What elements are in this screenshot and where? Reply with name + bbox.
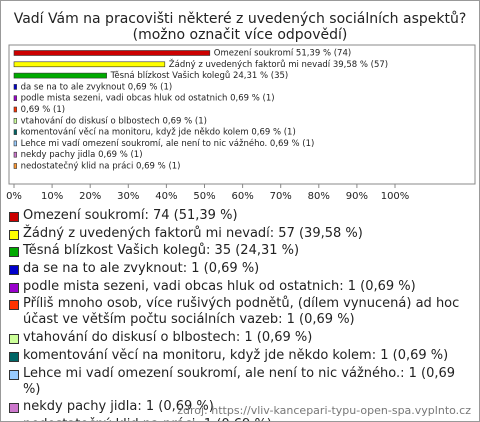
legend-label: Těsná blízkost Vašich kolegů: 35 (24,31 … xyxy=(23,243,300,259)
plot: Vadí Vám na pracovišti některé z uvedený… xyxy=(6,11,476,202)
legend-item: Omezení soukromí: 74 (51,39 %) xyxy=(9,208,471,224)
legend-label: da se na to ale zvyknout: 1 (0,69 %) xyxy=(23,261,260,277)
legend-swatch xyxy=(9,369,19,380)
chart-subtitle: (možno označit více odpovědí) xyxy=(133,27,348,43)
bar xyxy=(13,61,166,68)
x-tick-label: 80% xyxy=(308,191,330,202)
legend-item: Těsná blízkost Vašich kolegů: 35 (24,31 … xyxy=(9,243,471,259)
x-tick-label: 0% xyxy=(6,191,22,202)
legend-swatch xyxy=(9,403,19,414)
legend-item: podle mista sezeni, vadi obcas hluk od o… xyxy=(9,279,471,295)
bar xyxy=(13,50,211,56)
data-label: podle mista sezeni, vadi obcas hluk od o… xyxy=(21,94,275,104)
legend-label: Lehce mi vadí omezení soukromí, ale není… xyxy=(23,365,456,397)
legend-label: komentování věcí na monitoru, když jde n… xyxy=(23,347,449,363)
legend-item: nekdy pachy jidla: 1 (0,69 %) xyxy=(9,399,471,415)
legend-label: Příliš mnoho osob, více rušivých podnětů… xyxy=(23,296,460,328)
bar xyxy=(13,151,17,158)
legend-label: Žádný z uvedených faktorů mi nevadí: 57 … xyxy=(23,225,363,241)
legend-label: nekdy pachy jidla: 1 (0,69 %) xyxy=(23,399,214,415)
legend-item: nedostatečný klid na práci: 1 (0,69 %) xyxy=(9,417,471,421)
legend-label: podle mista sezeni, vadi obcas hluk od o… xyxy=(23,278,416,294)
bar xyxy=(13,163,17,169)
legend-swatch xyxy=(9,265,19,276)
legend-swatch xyxy=(9,212,19,222)
x-tick-label: 40% xyxy=(155,191,177,202)
legend-item: da se na to ale zvyknout: 1 (0,69 %) xyxy=(9,261,471,277)
bar xyxy=(13,95,17,101)
bar xyxy=(13,72,107,79)
bar xyxy=(13,140,17,147)
x-tick-label: 30% xyxy=(117,191,139,202)
legend-swatch xyxy=(9,282,19,293)
data-label: komentování věcí na monitoru, když jde n… xyxy=(21,128,296,138)
bar xyxy=(13,106,17,113)
legend-swatch xyxy=(9,247,19,258)
legend-item: vtahování do diskusí o blbostech: 1 (0,6… xyxy=(9,330,471,346)
chart-title: Vadí Vám na pracovišti některé z uvedený… xyxy=(14,11,467,27)
legend-swatch xyxy=(9,229,19,240)
legend-item: komentování věcí na monitoru, když jde n… xyxy=(9,348,471,364)
plot-frame xyxy=(8,44,476,185)
source: zdroj: https://vliv-kancepari-typu-open-… xyxy=(177,404,471,417)
legend-label: Omezení soukromí: 74 (51,39 %) xyxy=(23,208,238,223)
data-label: Žádný z uvedených faktorů mi nevadí 39,5… xyxy=(169,58,388,70)
x-tick-label: 100% xyxy=(381,191,410,202)
data-label: da se na to ale zvyknout 0,69 % (1) xyxy=(21,82,173,92)
x-tick-label: 10% xyxy=(41,191,63,202)
legend-item: Lehce mi vadí omezení soukromí, ale není… xyxy=(9,366,471,398)
x-tick-label: 20% xyxy=(79,191,101,202)
legend: Omezení soukromí: 74 (51,39 %) Žádný z uv… xyxy=(9,208,471,421)
legend-item: Žádný z uvedených faktorů mi nevadí: 57 … xyxy=(9,226,471,242)
data-label: 0,69 % (1) xyxy=(21,105,65,115)
data-label: nedostatečný klid na práci 0,69 % (1) xyxy=(21,161,181,172)
legend-label: vtahování do diskusí o blbostech: 1 (0,6… xyxy=(23,330,313,346)
legend-swatch xyxy=(9,300,19,311)
bar xyxy=(13,129,17,135)
legend-swatch xyxy=(9,351,19,362)
bar xyxy=(13,118,17,124)
x-tick-label: 90% xyxy=(346,191,368,202)
data-label: Těsná blízkost Vašich kolegů 24,31 % (35… xyxy=(110,70,289,81)
x-tick-label: 50% xyxy=(193,191,215,202)
x-tick-label: 70% xyxy=(270,191,292,202)
bar xyxy=(13,84,17,90)
legend-swatch xyxy=(9,420,19,421)
data-label: nekdy pachy jidla 0,69 % (1) xyxy=(21,150,143,160)
data-label: Omezení soukromí 51,39 % (74) xyxy=(214,49,351,59)
data-label: vtahování do diskusí o blbostech 0,69 % … xyxy=(21,116,207,126)
data-label: Lehce mi vadí omezení soukromí, ale není… xyxy=(21,138,315,149)
legend-swatch xyxy=(9,334,19,345)
x-tick-label: 60% xyxy=(231,191,253,202)
legend-item: Příliš mnoho osob, více rušivých podnětů… xyxy=(9,296,471,328)
legend-label: nedostatečný klid na práci: 1 (0,69 %) xyxy=(23,417,272,421)
